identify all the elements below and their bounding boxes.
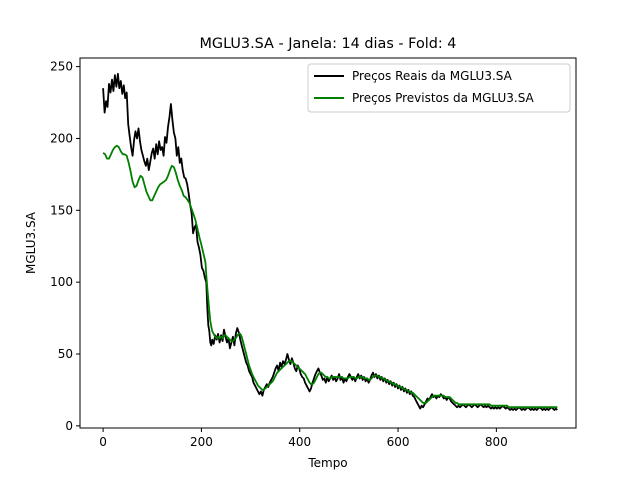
x-tick-label: 200 (190, 435, 213, 449)
legend: Preços Reais da MGLU3.SA Preços Previsto… (307, 63, 571, 113)
plot-area (79, 57, 577, 429)
y-tick-label: 100 (50, 275, 73, 289)
x-tick-label: 0 (99, 435, 107, 449)
y-tick-label: 250 (50, 60, 73, 74)
legend-label-predicted: Preços Previstos da MGLU3.SA (352, 91, 535, 105)
y-tick-label: 200 (50, 131, 73, 145)
legend-box (307, 63, 571, 113)
series-layer (102, 72, 558, 411)
y-tick-label: 50 (58, 347, 73, 361)
y-tick-label: 0 (65, 419, 73, 433)
plot-frame (79, 57, 577, 429)
x-axis: 0 200 400 600 800 (99, 428, 508, 449)
y-tick-label: 150 (50, 203, 73, 217)
x-tick-label: 400 (288, 435, 311, 449)
chart-title: MGLU3.SA - Janela: 14 dias - Fold: 4 (200, 36, 457, 52)
legend-label-real: Preços Reais da MGLU3.SA (352, 69, 513, 83)
x-tick-label: 600 (387, 435, 410, 449)
y-axis-title: MGLU3.SA (24, 211, 38, 274)
x-axis-title: Tempo (307, 456, 347, 470)
y-axis: 0 50 100 150 200 250 (50, 60, 80, 433)
x-tick-label: 800 (485, 435, 508, 449)
series-line-predicted-prices (102, 144, 558, 409)
